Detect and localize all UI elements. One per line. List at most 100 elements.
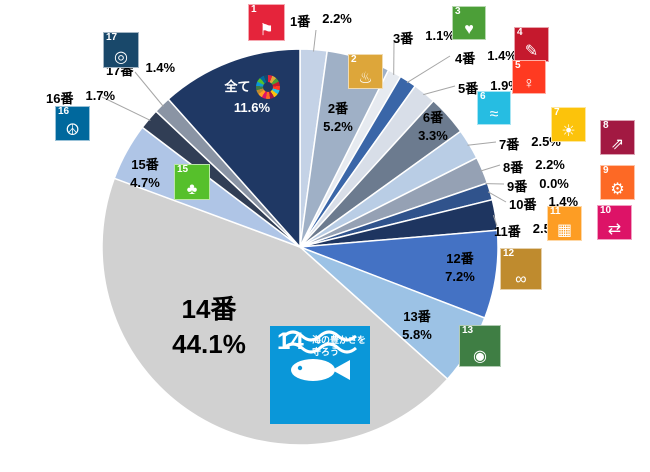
sdg-wheel-icon — [255, 75, 280, 99]
sdg-icon-11: 11 ▦ — [547, 206, 582, 241]
sdg-icon-number: 16 — [58, 106, 70, 117]
sdg-icon-16: 16 ☮ — [55, 106, 90, 141]
sdg-icon-glyph: ♨ — [358, 70, 373, 88]
wave-icon — [283, 342, 357, 354]
sdg-icon-number: 6 — [480, 91, 486, 102]
sdg-icon-4: 4 ✎ — [514, 27, 549, 62]
leader-line-4 — [406, 55, 451, 84]
slice-label-percent: 4.7% — [130, 175, 160, 191]
slice-label-category: 1番 — [290, 14, 311, 29]
leader-line-5 — [423, 85, 456, 96]
leader-line-16 — [101, 96, 151, 121]
sdg-icon-number: 2 — [351, 54, 357, 65]
sdg-icon-glyph: ♀ — [523, 75, 535, 93]
slice-label-percent: 1.4% — [145, 60, 176, 75]
slice-label-14: 14番 44.1% — [148, 292, 270, 362]
sdg-icon-number: 13 — [462, 325, 474, 336]
slice-label-category: 7番 — [499, 137, 520, 152]
sdg-icon-17: 17 ◎ — [103, 32, 139, 68]
sdg-icon-glyph: ▦ — [556, 222, 573, 240]
slice-label-percent: 3.3% — [418, 128, 448, 144]
slice-label-category: 13番 — [403, 309, 431, 324]
sdg-icon-number: 10 — [600, 205, 612, 216]
sdg-icon-number: 4 — [517, 27, 523, 38]
slice-label-category: 14番 — [181, 294, 237, 324]
sdg-icon-glyph: ⚑ — [259, 22, 274, 40]
slice-label-15: 15番 4.7% — [116, 156, 174, 192]
fish-eye — [297, 365, 303, 371]
slice-label-category: 4番 — [455, 51, 476, 66]
slice-label-10: 10番 1.4% — [509, 194, 578, 213]
slice-label-percent: 1.4% — [487, 48, 517, 63]
slice-label-category: 6番 — [422, 110, 444, 125]
slice-label-category: 3番 — [393, 31, 414, 46]
sdg-icon-1: 1 ⚑ — [248, 4, 285, 41]
sdg-icon-7: 7 ☀ — [551, 107, 586, 142]
slice-label-13: 13番 5.8% — [385, 308, 449, 344]
slice-label-category: 10番 — [509, 197, 537, 212]
sdg-icon-glyph: ☀ — [561, 123, 576, 141]
sdg-icon-2: 2 ♨ — [348, 54, 383, 89]
leader-line-17 — [134, 71, 164, 107]
slice-label-percent: 1.7% — [85, 88, 116, 103]
sdg-icon-number: 9 — [603, 165, 609, 176]
slice-label-percent: 5.8% — [402, 327, 432, 343]
sdg-icon-glyph: ⚙ — [610, 181, 625, 199]
slice-label-category: 15番 — [131, 157, 159, 172]
slice-label-category: 12番 — [446, 251, 474, 266]
sdg-icon-glyph: ♥ — [464, 21, 474, 39]
sdg-icon-3: 3 ♥ — [452, 6, 486, 40]
leader-line-7 — [467, 141, 497, 146]
sdg-icon-number: 1 — [251, 4, 257, 15]
slice-label-percent: 1.1% — [425, 28, 455, 43]
sdg-icon-glyph: ◉ — [473, 348, 487, 366]
sdg-icon-number: 7 — [554, 107, 560, 118]
slice-label-category: 9番 — [507, 179, 528, 194]
wheel-hole — [262, 82, 273, 92]
slice-label-percent: 5.2% — [323, 119, 353, 135]
slice-label-category: 8番 — [503, 160, 524, 175]
sdg-icon-14: 14 海の豊かさを守ろう — [270, 326, 370, 424]
leader-line-1 — [313, 29, 317, 52]
sdg-icon-glyph: ≈ — [489, 106, 499, 124]
sdg-icon-glyph: ⇗ — [610, 136, 625, 154]
sdg-icon-glyph: ✎ — [524, 43, 539, 61]
sdg-icon-number: 17 — [106, 32, 118, 43]
slice-label-percent: 11.6% — [233, 100, 271, 115]
sdg-icon-glyph: ⇄ — [607, 221, 622, 239]
slice-label-percent: 0.0% — [539, 176, 569, 191]
sdg-icon-10: 10 ⇄ — [597, 205, 632, 240]
sdg-icon-6: 6 ≈ — [477, 91, 511, 125]
slice-label-percent: 2.2% — [535, 157, 565, 172]
fish-and-waves-icon — [283, 330, 357, 381]
sdg-icon-12: 12 ∞ — [500, 248, 542, 290]
sdg-icon-13: 13 ◉ — [459, 325, 501, 367]
fish-body — [291, 359, 335, 381]
slice-label-6: 6番 3.3% — [403, 109, 463, 145]
slice-label-18: 全て 11.6% — [212, 75, 292, 117]
sdg-icon-number: 12 — [503, 248, 515, 259]
sdg-icon-glyph: ♣ — [186, 181, 198, 199]
slice-label-percent: 44.1% — [172, 329, 246, 360]
slice-label-category: 5番 — [458, 81, 479, 96]
sdg-icon-number: 5 — [515, 60, 521, 71]
sdg-icon-glyph: ☮ — [65, 122, 80, 140]
slice-label-2: 2番 5.2% — [308, 100, 368, 136]
slice-label-1: 1番 2.2% — [290, 11, 352, 30]
slice-label-category: 全て — [224, 78, 251, 94]
slice-label-4: 4番 1.4% — [455, 48, 517, 67]
slice-label-12: 12番 7.2% — [428, 250, 492, 286]
sdg-icon-number: 8 — [603, 120, 609, 131]
fish-tail — [332, 360, 350, 380]
sdg-icon-number: 3 — [455, 6, 461, 17]
slice-label-9: 9番 0.0% — [507, 176, 569, 195]
slice-label-category: 16番 — [46, 91, 74, 106]
slice-label-percent: 7.2% — [445, 269, 475, 285]
slice-label-3: 3番 1.1% — [393, 28, 455, 47]
sdg-icon-number: 11 — [550, 206, 561, 217]
leader-line-10 — [487, 191, 507, 203]
sdg-icon-9: 9 ⚙ — [600, 165, 635, 200]
sdg-icon-title: 海の豊かさを守ろう — [312, 335, 367, 358]
slice-label-percent: 1.4% — [548, 194, 579, 209]
